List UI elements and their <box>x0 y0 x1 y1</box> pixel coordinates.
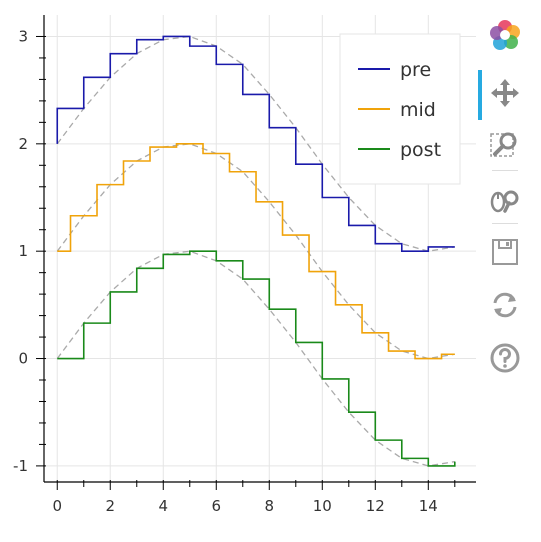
bokeh-logo-icon[interactable] <box>485 15 525 55</box>
reset-icon[interactable] <box>485 285 525 325</box>
x-tick-label: 0 <box>52 497 62 515</box>
x-tick-label: 8 <box>265 497 275 515</box>
legend-label-post: post <box>400 139 441 161</box>
active-tool-indicator <box>478 70 482 120</box>
y-tick-label: 0 <box>18 350 28 368</box>
pan-icon[interactable] <box>485 73 525 113</box>
x-tick-label: 6 <box>211 497 221 515</box>
y-tick-label: -1 <box>13 457 28 475</box>
legend-label-pre: pre <box>400 59 431 81</box>
x-tick-label: 2 <box>105 497 115 515</box>
y-tick-label: 2 <box>18 135 28 153</box>
legend-label-mid: mid <box>400 99 436 121</box>
toolbar-separator <box>492 223 518 224</box>
series-line-pre <box>56 35 455 252</box>
reference-curve-pre <box>56 35 455 252</box>
x-tick-label: 12 <box>366 497 385 515</box>
toolbar-separator <box>492 170 518 171</box>
reference-curve-post <box>56 250 455 467</box>
toolbar <box>478 10 530 390</box>
series-line-mid <box>57 143 455 360</box>
series-lines <box>56 35 456 467</box>
wheel-zoom-icon[interactable] <box>485 180 525 220</box>
x-tick-label: 10 <box>313 497 332 515</box>
legend: pre mid post <box>339 33 461 185</box>
y-tick-label: 1 <box>18 242 28 260</box>
series-line-post <box>57 250 456 467</box>
x-tick-label: 4 <box>158 497 168 515</box>
help-icon[interactable] <box>485 338 525 378</box>
y-tick-label: 3 <box>18 27 28 45</box>
save-icon[interactable] <box>485 232 525 272</box>
x-tick-label: 14 <box>419 497 438 515</box>
box-zoom-icon[interactable] <box>485 125 525 165</box>
